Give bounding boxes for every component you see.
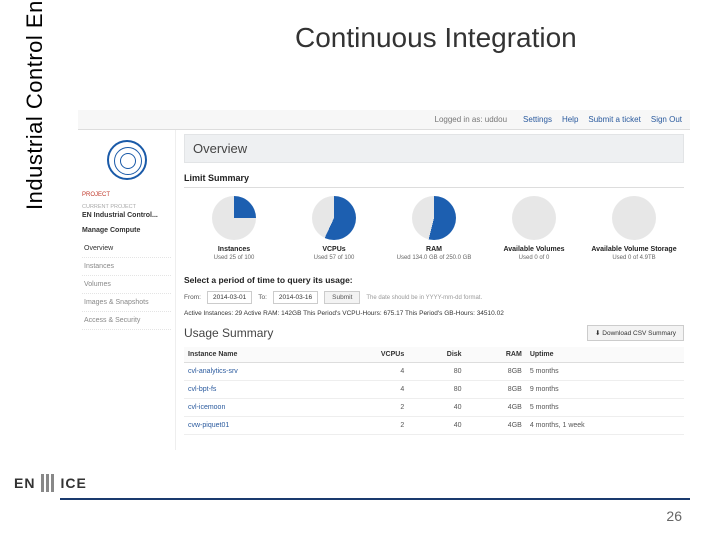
download-csv-label: Download CSV Summary xyxy=(602,330,676,337)
pie-sublabel: Used 0 of 4.9TB xyxy=(588,255,680,261)
instance-name-cell[interactable]: cvw-piquet01 xyxy=(184,417,329,435)
from-input[interactable]: 2014-03-01 xyxy=(207,291,252,304)
cell: 2 xyxy=(329,417,408,435)
cell: 40 xyxy=(408,417,465,435)
table-row[interactable]: cvw-piquet012404GB4 months, 1 week xyxy=(184,417,684,435)
cell: 4GB xyxy=(466,417,526,435)
manage-compute-label: Manage Compute xyxy=(82,227,171,234)
limit-chart-vcpus: VCPUs Used 57 of 100 xyxy=(288,196,380,261)
cell: 8GB xyxy=(466,363,526,381)
column-header[interactable]: VCPUs xyxy=(329,347,408,363)
table-row[interactable]: cvl-bpt-fs4808GB9 months xyxy=(184,381,684,399)
pie-label: Instances xyxy=(188,246,280,253)
cell: 8GB xyxy=(466,381,526,399)
logged-in-prefix: Logged in as: xyxy=(435,115,483,124)
vertical-department-label: Industrial Control Engineering xyxy=(22,0,48,210)
logged-in-user: uddou xyxy=(485,115,507,124)
from-label: From: xyxy=(184,294,201,301)
slide-title: Continuous Integration xyxy=(295,22,577,54)
limit-chart-available-volume-storage: Available Volume Storage Used 0 of 4.9TB xyxy=(588,196,680,261)
column-header[interactable]: Instance Name xyxy=(184,347,329,363)
pie-sublabel: Used 0 of 0 xyxy=(488,255,580,261)
cell: 80 xyxy=(408,363,465,381)
limit-chart-ram: RAM Used 134.0 GB of 250.0 GB xyxy=(388,196,480,261)
cell: 5 months xyxy=(526,363,684,381)
pie-icon xyxy=(512,196,556,240)
column-header[interactable]: Disk xyxy=(408,347,465,363)
cell: 4 xyxy=(329,381,408,399)
main-content: Overview Limit Summary Instances Used 25 … xyxy=(176,130,690,450)
column-header[interactable]: RAM xyxy=(466,347,526,363)
help-link[interactable]: Help xyxy=(562,115,578,124)
limit-chart-available-volumes: Available Volumes Used 0 of 0 xyxy=(488,196,580,261)
column-header[interactable]: Uptime xyxy=(526,347,684,363)
cern-logo-icon xyxy=(107,140,147,180)
pie-label: RAM xyxy=(388,246,480,253)
period-title: Select a period of time to query its usa… xyxy=(184,275,684,285)
pie-label: VCPUs xyxy=(288,246,380,253)
sidebar-item-volumes[interactable]: Volumes xyxy=(82,276,171,294)
pie-icon xyxy=(312,196,356,240)
download-icon: ⬇ xyxy=(595,330,600,337)
logo-bars xyxy=(41,474,54,492)
usage-summary-title: Usage Summary xyxy=(184,326,273,340)
limit-chart-instances: Instances Used 25 of 100 xyxy=(188,196,280,261)
pie-icon xyxy=(612,196,656,240)
divider xyxy=(184,187,684,188)
active-summary-line: Active Instances: 29 Active RAM: 142GB T… xyxy=(184,310,684,317)
en-ice-logo: EN ICE xyxy=(14,474,87,492)
cell: 4 xyxy=(329,363,408,381)
top-bar: Logged in as: uddou Settings Help Submit… xyxy=(78,110,690,130)
cell: 4 months, 1 week xyxy=(526,417,684,435)
settings-link[interactable]: Settings xyxy=(523,115,552,124)
table-row[interactable]: cvl-analytics-srv4808GB5 months xyxy=(184,363,684,381)
cell: 40 xyxy=(408,399,465,417)
pie-icon xyxy=(412,196,456,240)
logged-in-label: Logged in as: uddou xyxy=(435,115,508,124)
pie-sublabel: Used 25 of 100 xyxy=(188,255,280,261)
submit-button[interactable]: Submit xyxy=(324,291,360,304)
bottom-rule xyxy=(60,498,690,500)
ice-text: ICE xyxy=(60,475,86,491)
pie-label: Available Volumes xyxy=(488,246,580,253)
cell: 2 xyxy=(329,399,408,417)
period-note: The date should be in YYYY-mm-dd format. xyxy=(366,295,482,301)
page-number: 26 xyxy=(666,508,682,524)
limit-charts-row: Instances Used 25 of 100 VCPUs Used 57 of 1… xyxy=(184,196,684,267)
cell: 4GB xyxy=(466,399,526,417)
sidebar: Project CURRENT PROJECT EN Industrial Co… xyxy=(78,130,176,450)
instance-name-cell[interactable]: cvl-icemoon xyxy=(184,399,329,417)
dashboard-screenshot: Logged in as: uddou Settings Help Submit… xyxy=(78,110,690,450)
table-row[interactable]: cvl-icemoon2404GB5 months xyxy=(184,399,684,417)
usage-table: Instance NameVCPUsDiskRAMUptime cvl-anal… xyxy=(184,347,684,435)
download-csv-button[interactable]: ⬇ Download CSV Summary xyxy=(587,325,684,341)
pie-label: Available Volume Storage xyxy=(588,246,680,253)
sidebar-item-instances[interactable]: Instances xyxy=(82,258,171,276)
sidebar-item-overview[interactable]: Overview xyxy=(82,240,171,258)
pie-icon xyxy=(212,196,256,240)
period-row: From: 2014-03-01 To: 2014-03-16 Submit T… xyxy=(184,291,684,304)
cell: 80 xyxy=(408,381,465,399)
current-project-label: CURRENT PROJECT xyxy=(82,204,171,210)
to-input[interactable]: 2014-03-16 xyxy=(273,291,318,304)
project-label: Project xyxy=(82,192,171,198)
en-text: EN xyxy=(14,475,35,491)
instance-name-cell[interactable]: cvl-analytics-srv xyxy=(184,363,329,381)
to-label: To: xyxy=(258,294,267,301)
cell: 5 months xyxy=(526,399,684,417)
current-project-name[interactable]: EN Industrial Control... xyxy=(82,212,171,219)
submit-ticket-link[interactable]: Submit a ticket xyxy=(588,115,640,124)
sidebar-item-access-security[interactable]: Access & Security xyxy=(82,312,171,330)
cell: 9 months xyxy=(526,381,684,399)
overview-header: Overview xyxy=(184,134,684,163)
instance-name-cell[interactable]: cvl-bpt-fs xyxy=(184,381,329,399)
sidebar-item-images-snapshots[interactable]: Images & Snapshots xyxy=(82,294,171,312)
pie-sublabel: Used 134.0 GB of 250.0 GB xyxy=(388,255,480,261)
sign-out-link[interactable]: Sign Out xyxy=(651,115,682,124)
limit-summary-title: Limit Summary xyxy=(184,173,684,183)
pie-sublabel: Used 57 of 100 xyxy=(288,255,380,261)
